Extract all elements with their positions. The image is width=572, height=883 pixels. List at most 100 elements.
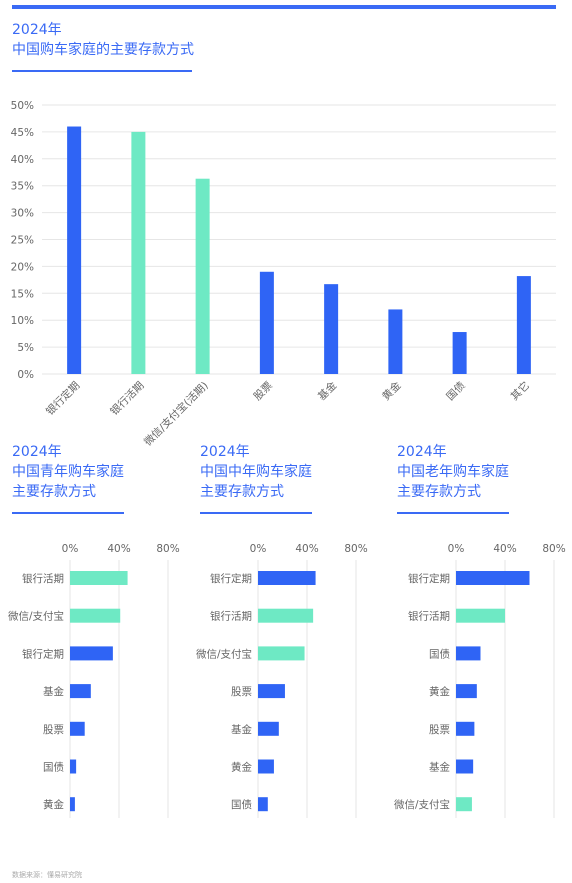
middle-category-label: 微信/支付宝: [196, 647, 252, 660]
main-y-tick-label: 10%: [11, 315, 34, 327]
old-bar: [456, 759, 474, 774]
middle-bar: [258, 684, 285, 699]
old-category-label: 黄金: [429, 685, 450, 698]
middle-bar: [258, 608, 314, 623]
young-category-label: 股票: [43, 724, 64, 736]
young-category-label: 黄金: [43, 798, 64, 811]
young-bar: [70, 684, 91, 699]
middle-bar: [258, 721, 279, 736]
middle-bar: [258, 646, 305, 661]
main-chart-title: 2024年 中国购车家庭的主要存款方式: [12, 20, 194, 60]
young-bar: [70, 608, 121, 623]
middle-category-label: 银行活期: [210, 610, 252, 623]
old-bar: [456, 797, 472, 812]
main-bar: [452, 332, 467, 374]
middle-x-tick-label: 80%: [344, 543, 367, 555]
main-y-tick-label: 5%: [17, 342, 34, 354]
main-x-tick-label: 其它: [508, 379, 532, 403]
young-title-year: 2024年: [12, 444, 62, 460]
old-bar: [456, 684, 477, 699]
main-title-subtitle: 中国购车家庭的主要存款方式: [12, 42, 194, 58]
old-title-line2: 主要存款方式: [397, 484, 481, 500]
middle-bar: [258, 759, 274, 774]
old-category-label: 微信/支付宝: [394, 798, 450, 811]
old-bar: [456, 571, 530, 585]
main-bar: [324, 284, 339, 374]
main-title-year: 2024年: [12, 22, 62, 38]
main-bar: [195, 178, 210, 374]
young-bar: [70, 759, 77, 774]
young-title-line1: 中国青年购车家庭: [12, 464, 124, 480]
main-y-tick-label: 40%: [11, 154, 34, 166]
middle-title-year: 2024年: [200, 444, 250, 460]
old-bar: [456, 721, 475, 736]
old-title-line1: 中国老年购车家庭: [397, 464, 509, 480]
young-bar: [70, 721, 85, 736]
old-category-label: 银行定期: [408, 572, 450, 585]
old-chart-title: 2024年 中国老年购车家庭 主要存款方式: [397, 442, 509, 502]
middle-title-line1: 中国中年购车家庭: [200, 464, 312, 480]
main-bar: [388, 309, 403, 374]
young-title-underline: [12, 512, 124, 514]
main-y-tick-label: 25%: [11, 235, 34, 247]
middle-category-label: 股票: [231, 686, 252, 698]
old-category-label: 股票: [429, 724, 450, 736]
middle-title-line2: 主要存款方式: [200, 484, 284, 500]
young-category-label: 微信/支付宝: [8, 610, 64, 623]
data-source-note: 数据来源：懂易研究院: [12, 871, 82, 879]
middle-title-underline: [200, 512, 312, 514]
main-x-tick-label: 股票: [252, 380, 275, 403]
middle-bar: [258, 797, 268, 812]
main-bar: [259, 271, 274, 374]
main-y-tick-label: 30%: [11, 208, 34, 220]
middle-category-label: 国债: [231, 798, 252, 811]
main-y-tick-label: 45%: [11, 127, 34, 139]
main-y-tick-label: 0%: [17, 369, 34, 381]
main-y-tick-label: 50%: [11, 100, 34, 112]
main-x-tick-label: 银行活期: [108, 379, 147, 418]
young-title-line2: 主要存款方式: [12, 484, 96, 500]
main-y-tick-label: 15%: [11, 288, 34, 300]
middle-category-label: 基金: [231, 723, 252, 736]
young-x-tick-label: 0%: [62, 543, 79, 555]
young-category-label: 银行定期: [22, 647, 64, 660]
old-category-label: 国债: [429, 647, 450, 660]
old-category-label: 基金: [429, 761, 450, 774]
old-x-tick-label: 0%: [448, 543, 465, 555]
young-category-label: 银行活期: [22, 572, 64, 585]
top-accent-bar: [12, 5, 556, 9]
main-bar: [131, 131, 146, 374]
main-bar: [516, 276, 531, 374]
main-y-tick-label: 20%: [11, 261, 34, 273]
main-x-tick-label: 基金: [315, 379, 339, 403]
young-bar: [70, 797, 75, 812]
young-category-label: 基金: [43, 685, 64, 698]
old-x-tick-label: 80%: [542, 543, 565, 555]
old-bar: [456, 608, 505, 623]
old-bar: [456, 646, 481, 661]
old-x-tick-label: 40%: [493, 543, 516, 555]
middle-chart-title: 2024年 中国中年购车家庭 主要存款方式: [200, 442, 312, 502]
main-bar: [67, 126, 82, 375]
old-category-label: 银行活期: [408, 610, 450, 623]
young-bar: [70, 646, 113, 661]
middle-x-tick-label: 40%: [295, 543, 318, 555]
main-x-tick-label: 国债: [444, 379, 468, 403]
middle-category-label: 银行定期: [210, 572, 252, 585]
main-y-tick-label: 35%: [11, 181, 34, 193]
young-x-tick-label: 80%: [156, 543, 179, 555]
young-category-label: 国债: [43, 761, 64, 774]
young-bar: [70, 571, 128, 585]
young-chart-title: 2024年 中国青年购车家庭 主要存款方式: [12, 442, 124, 502]
main-x-tick-label: 微信/支付宝(活期): [141, 379, 210, 448]
middle-bar: [258, 571, 316, 585]
main-title-underline: [12, 70, 192, 72]
middle-category-label: 黄金: [231, 761, 252, 774]
old-title-underline: [397, 512, 509, 514]
middle-x-tick-label: 0%: [250, 543, 267, 555]
old-title-year: 2024年: [397, 444, 447, 460]
main-x-tick-label: 黄金: [379, 379, 403, 403]
young-x-tick-label: 40%: [107, 543, 130, 555]
main-x-tick-label: 银行定期: [43, 379, 82, 418]
